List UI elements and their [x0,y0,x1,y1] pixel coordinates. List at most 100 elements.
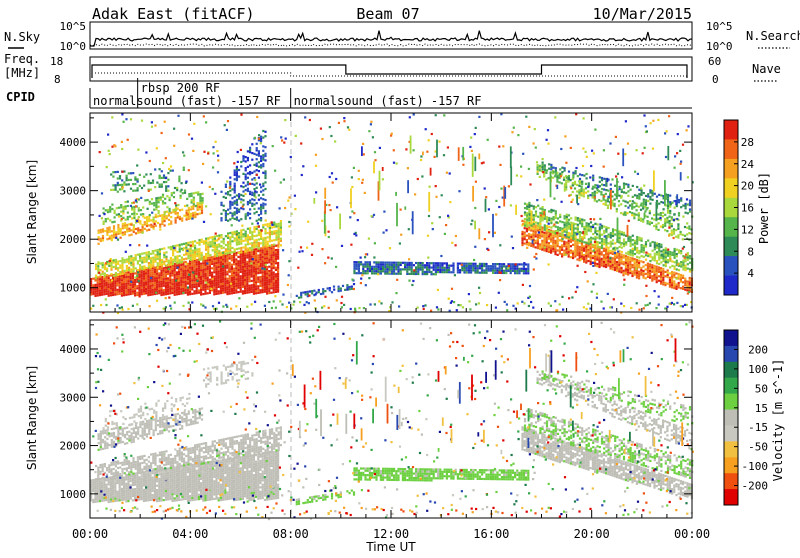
heatmap-cell [649,196,651,198]
heatmap-cell [542,168,544,170]
heatmap-cell [603,256,605,258]
heatmap-cell [168,260,170,262]
heatmap-cell [481,267,483,269]
heatmap-cell [125,283,127,285]
heatmap-cell [676,268,678,270]
heatmap-cell [599,246,601,248]
heatmap-cell [651,264,653,266]
heatmap-cell [280,238,282,240]
heatmap-cell [103,291,105,293]
heatmap-cell [233,281,235,283]
heatmap-cell [209,245,211,247]
heatmap-cell [544,227,546,229]
heatmap-cell [271,244,273,246]
heatmap-cell [174,285,176,287]
heatmap-cell [617,173,619,175]
heatmap-cell [262,154,264,156]
heatmap-cell [260,136,262,138]
heatmap-cell [674,257,676,259]
heatmap-cell [546,225,548,227]
heatmap-cell [592,175,594,177]
heatmap-cell [461,267,463,269]
heatmap-cell [526,247,528,249]
heatmap-cell [244,259,246,261]
heatmap-cell [281,139,283,141]
heatmap-cell [665,156,667,158]
heatmap-cell [638,252,640,254]
heatmap-cell [583,193,585,195]
heatmap-cell [490,265,492,267]
heatmap-cell [649,272,651,274]
heatmap-cell [485,265,487,267]
heatmap-cell [656,253,658,255]
heatmap-cell [215,275,217,277]
heatmap-cell [402,268,404,270]
heatmap-cell [141,278,143,280]
heatmap-cell [94,288,96,290]
heatmap-cell [592,177,594,179]
heatmap-cell [428,269,430,271]
heatmap-cell [647,263,649,265]
heatmap-cell [537,240,539,242]
heatmap-cell [689,200,691,202]
heatmap-cell [353,263,355,265]
heatmap-cell [603,226,605,228]
heatmap-cell [546,237,548,239]
heatmap-cell [185,281,187,283]
heatmap-cell [470,269,472,271]
heatmap-cell [561,253,563,255]
heatmap-cell [257,270,259,272]
heatmap-cell [259,280,261,282]
heatmap-cell [169,273,171,275]
heatmap-cell [597,223,599,225]
heatmap-cell [455,244,457,246]
heatmap-cell [238,243,240,245]
heatmap-cell [229,183,231,185]
heatmap-cell [253,244,255,246]
heatmap-cell [95,275,97,277]
heatmap-cell [254,179,256,181]
heatmap-cell [163,181,165,183]
heatmap-cell [126,258,128,260]
heatmap-cell [247,188,249,190]
heatmap-cell [656,245,658,247]
heatmap-cell [215,280,217,282]
heatmap-cell [581,194,583,196]
heatmap-cell [586,231,588,233]
heatmap-cell [638,277,640,279]
heatmap-cell [231,224,233,226]
heatmap-cell [127,280,129,282]
heatmap-cell [240,291,242,293]
heatmap-cell [98,272,100,274]
heatmap-cell [334,140,336,142]
heatmap-cell [227,252,229,254]
heatmap-cell [108,286,110,288]
heatmap-cell [578,185,580,187]
heatmap-cell [211,282,213,284]
heatmap-cell [205,242,207,244]
heatmap-cell [262,205,264,207]
heatmap-cell [202,278,204,280]
heatmap-cell [187,294,189,296]
heatmap-cell [568,234,570,236]
heatmap-cell [605,251,607,253]
heatmap-cell [264,173,266,175]
heatmap-cell [638,195,640,197]
heatmap-cell [114,145,116,147]
heatmap-cell [557,241,559,243]
heatmap-cell [605,262,607,264]
heatmap-cell [240,243,242,245]
heatmap-cell [191,193,193,195]
heatmap-cell [597,245,599,247]
heatmap-cell [275,289,277,291]
heatmap-cell [155,202,157,204]
heatmap-cell [588,223,590,225]
heatmap-cell [267,245,269,247]
heatmap-cell [176,244,178,246]
heatmap-cell [147,272,149,274]
heatmap-cell [537,168,539,170]
heatmap-cell [575,170,577,172]
heatmap-cell [574,251,576,253]
heatmap-cell [119,271,121,273]
heatmap-cell [607,196,609,198]
